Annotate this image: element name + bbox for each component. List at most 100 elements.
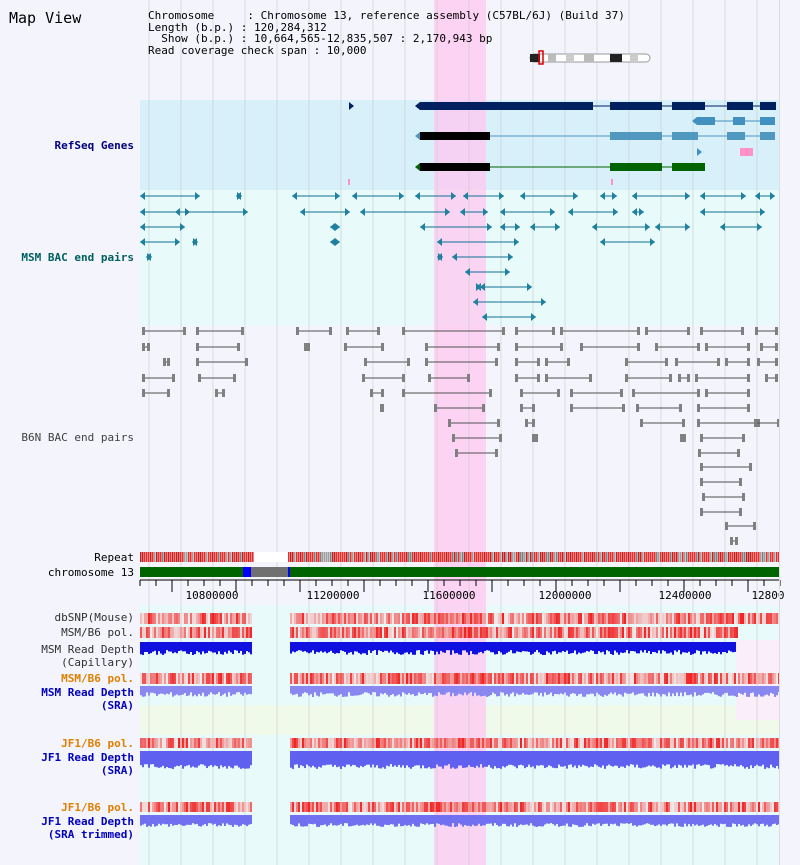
read-depth-bar[interactable] <box>738 751 740 767</box>
heatmap-cell[interactable] <box>768 802 770 812</box>
read-depth-bar[interactable] <box>528 642 530 652</box>
read-depth-bar[interactable] <box>422 815 424 824</box>
read-depth-bar[interactable] <box>480 686 482 697</box>
read-depth-bar[interactable] <box>656 686 658 693</box>
heatmap-cell[interactable] <box>416 673 418 684</box>
heatmap-cell[interactable] <box>612 802 614 812</box>
repeat-element[interactable] <box>418 552 420 562</box>
heatmap-cell[interactable] <box>474 802 476 812</box>
read-depth-bar[interactable] <box>424 751 426 769</box>
msm-bac-end[interactable] <box>415 192 420 200</box>
heatmap-cell[interactable] <box>548 673 550 684</box>
read-depth-bar[interactable] <box>732 815 734 824</box>
repeat-element[interactable] <box>392 552 394 562</box>
heatmap-cell[interactable] <box>692 738 694 748</box>
heatmap-cell[interactable] <box>732 802 734 812</box>
gene-exon[interactable] <box>610 132 662 140</box>
read-depth-bar[interactable] <box>464 686 466 693</box>
heatmap-cell[interactable] <box>624 613 626 624</box>
heatmap-cell[interactable] <box>388 802 390 812</box>
heatmap-cell[interactable] <box>560 673 562 684</box>
heatmap-cell[interactable] <box>396 673 398 684</box>
heatmap-cell[interactable] <box>342 738 344 748</box>
read-depth-bar[interactable] <box>572 751 574 768</box>
repeat-element[interactable] <box>686 552 688 562</box>
repeat-element[interactable] <box>612 552 614 562</box>
read-depth-bar[interactable] <box>606 686 608 696</box>
read-depth-bar[interactable] <box>724 751 726 766</box>
read-depth-bar[interactable] <box>670 686 672 697</box>
heatmap-cell[interactable] <box>662 673 664 684</box>
heatmap-cell[interactable] <box>758 613 760 624</box>
heatmap-cell[interactable] <box>410 613 412 624</box>
heatmap-cell[interactable] <box>690 738 692 748</box>
heatmap-cell[interactable] <box>772 673 774 684</box>
repeat-element[interactable] <box>718 552 720 562</box>
heatmap-cell[interactable] <box>638 673 640 684</box>
heatmap-cell[interactable] <box>720 613 722 624</box>
read-depth-bar[interactable] <box>648 686 650 693</box>
heatmap-cell[interactable] <box>444 627 446 638</box>
read-depth-bar[interactable] <box>588 686 590 695</box>
msm-bac-end[interactable] <box>463 192 468 200</box>
read-depth-bar[interactable] <box>358 642 360 654</box>
heatmap-cell[interactable] <box>436 738 438 748</box>
read-depth-bar[interactable] <box>648 815 650 824</box>
heatmap-cell[interactable] <box>352 613 354 624</box>
read-depth-bar[interactable] <box>400 642 402 655</box>
read-depth-bar[interactable] <box>616 642 618 653</box>
read-depth-bar[interactable] <box>298 686 300 697</box>
b6n-bac-end[interactable] <box>515 358 518 366</box>
heatmap-cell[interactable] <box>158 627 160 638</box>
repeat-element[interactable] <box>292 552 294 562</box>
repeat-element[interactable] <box>474 552 476 562</box>
read-depth-bar[interactable] <box>148 642 150 654</box>
heatmap-cell[interactable] <box>564 802 566 812</box>
read-depth-bar[interactable] <box>380 642 382 651</box>
read-depth-bar[interactable] <box>688 815 690 825</box>
heatmap-cell[interactable] <box>196 738 198 748</box>
read-depth-bar[interactable] <box>312 642 314 651</box>
heatmap-cell[interactable] <box>400 627 402 638</box>
read-depth-bar[interactable] <box>636 642 638 654</box>
heatmap-cell[interactable] <box>580 802 582 812</box>
read-depth-bar[interactable] <box>554 815 556 826</box>
read-depth-bar[interactable] <box>202 642 204 652</box>
heatmap-cell[interactable] <box>344 673 346 684</box>
heatmap-cell[interactable] <box>662 627 664 638</box>
heatmap-cell[interactable] <box>426 627 428 638</box>
read-depth-bar[interactable] <box>570 751 572 765</box>
read-depth-bar[interactable] <box>488 815 490 824</box>
msm-bac-end[interactable] <box>140 238 145 246</box>
heatmap-cell[interactable] <box>660 613 662 624</box>
read-depth-bar[interactable] <box>506 686 508 695</box>
heatmap-cell[interactable] <box>354 802 356 812</box>
read-depth-bar[interactable] <box>696 642 698 651</box>
heatmap-cell[interactable] <box>292 738 294 748</box>
read-depth-bar[interactable] <box>448 751 450 765</box>
heatmap-cell[interactable] <box>776 738 778 748</box>
heatmap-cell[interactable] <box>298 802 300 812</box>
read-depth-bar[interactable] <box>304 815 306 827</box>
heatmap-cell[interactable] <box>452 673 454 684</box>
heatmap-cell[interactable] <box>762 802 764 812</box>
read-depth-bar[interactable] <box>174 815 176 825</box>
heatmap-cell[interactable] <box>204 627 206 638</box>
b6n-bac-end[interactable] <box>737 449 740 457</box>
repeat-element[interactable] <box>452 552 454 562</box>
heatmap-cell[interactable] <box>166 802 168 812</box>
b6n-bac-end[interactable] <box>381 343 384 351</box>
msm-bac-end[interactable] <box>399 192 404 200</box>
heatmap-cell[interactable] <box>374 613 376 624</box>
heatmap-cell[interactable] <box>392 613 394 624</box>
read-depth-bar[interactable] <box>576 642 578 655</box>
heatmap-cell[interactable] <box>442 738 444 748</box>
read-depth-bar[interactable] <box>576 686 578 696</box>
heatmap-cell[interactable] <box>542 627 544 638</box>
read-depth-bar[interactable] <box>552 642 554 652</box>
read-depth-bar[interactable] <box>224 815 226 826</box>
heatmap-cell[interactable] <box>664 802 666 812</box>
heatmap-cell[interactable] <box>718 802 720 812</box>
heatmap-cell[interactable] <box>186 613 188 624</box>
msm-bac-end[interactable] <box>632 192 637 200</box>
